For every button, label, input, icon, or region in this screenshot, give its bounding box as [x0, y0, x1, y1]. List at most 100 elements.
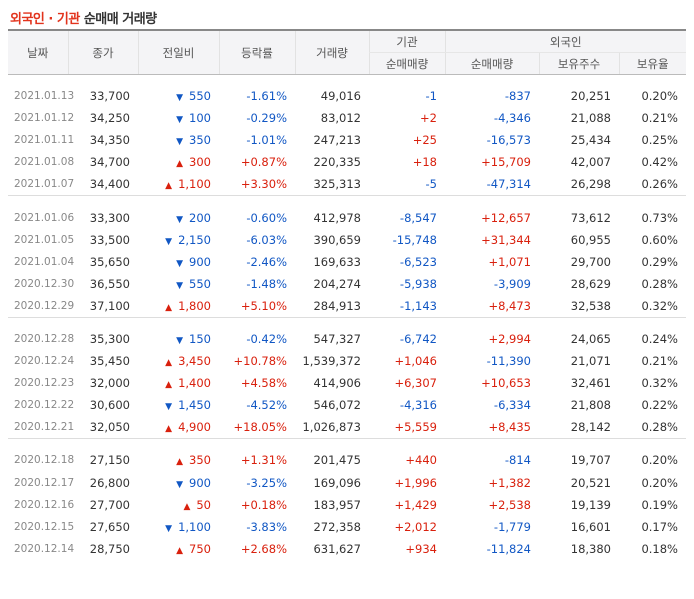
- group-separator: [8, 195, 686, 197]
- cell-rate: +2.68%: [240, 541, 287, 556]
- cell-holding-rate: 0.20%: [641, 453, 678, 468]
- cell-rate: -1.48%: [246, 276, 287, 291]
- change-value: 200: [189, 210, 211, 225]
- cell-foreign-net: -47,314: [486, 177, 531, 192]
- cell-foreign-net: -837: [504, 89, 531, 104]
- triangle-up-icon: ▲: [176, 159, 184, 170]
- triangle-down-icon: ▼: [165, 402, 173, 413]
- cell-foreign-net: +10,653: [481, 376, 531, 391]
- title-volume: 순매매 거래량: [83, 12, 157, 27]
- header-rate: 등락률: [218, 29, 295, 75]
- change-value: 150: [189, 331, 211, 346]
- triangle-up-icon: ▲: [165, 181, 173, 192]
- cell-holdings: 25,434: [570, 133, 611, 148]
- cell-close: 33,300: [89, 210, 130, 225]
- header-volume: 거래량: [294, 29, 369, 75]
- cell-holding-rate: 0.24%: [641, 331, 678, 346]
- table-row: 2021.01.11 34,350 ▼ 350 -1.01% 247,213 +25 -16,…: [8, 129, 686, 151]
- cell-holding-rate: 0.22%: [641, 398, 678, 413]
- table-row: 2020.12.29 37,100 ▲ 1,800 +5.10% 284,913 -1,14…: [8, 295, 686, 318]
- cell-close: 36,550: [89, 276, 130, 291]
- cell-volume: 83,012: [320, 111, 361, 126]
- cell-foreign-net: +1,382: [488, 475, 531, 490]
- cell-date: 2020.12.17: [14, 476, 75, 489]
- cell-rate: +4.58%: [240, 376, 287, 391]
- cell-rate: -1.01%: [246, 133, 287, 148]
- cell-close: 34,250: [89, 111, 130, 126]
- cell-rate: +5.10%: [240, 298, 287, 313]
- separator-cell: [8, 195, 686, 197]
- cell-foreign-net: -16,573: [486, 133, 531, 148]
- cell-date: 2020.12.24: [14, 355, 75, 368]
- gap-cell: [8, 439, 686, 449]
- cell-close: 34,350: [89, 133, 130, 148]
- cell-change: ▼ 550: [138, 273, 219, 295]
- cell-volume: 631,627: [313, 541, 361, 556]
- cell-inst-net: -6,523: [399, 254, 437, 269]
- cell-date: 2021.01.13: [14, 90, 75, 103]
- cell-foreign-net: -814: [504, 453, 531, 468]
- cell-holdings: 19,707: [570, 453, 611, 468]
- triangle-up-icon: ▲: [165, 302, 173, 313]
- cell-close: 34,700: [89, 155, 130, 170]
- triangle-down-icon: ▼: [176, 93, 184, 104]
- cell-foreign-net: +31,344: [481, 232, 531, 247]
- cell-volume: 1,539,372: [302, 354, 361, 369]
- triangle-up-icon: ▲: [165, 424, 173, 435]
- change-value: 350: [189, 133, 211, 148]
- cell-rate: -0.60%: [246, 210, 287, 225]
- table-header: 날짜 종가 전일비 등락률 거래량 기관 외국인 순매매량 순매매량 보유주수 …: [8, 29, 686, 75]
- cell-change: ▲ 50: [138, 494, 219, 516]
- cell-holding-rate: 0.60%: [641, 232, 678, 247]
- triangle-down-icon: ▼: [176, 280, 184, 291]
- cell-holdings: 29,700: [570, 254, 611, 269]
- cell-close: 35,300: [89, 331, 130, 346]
- header-holding-rate: 보유율: [618, 52, 686, 75]
- cell-date: 2021.01.08: [14, 156, 75, 169]
- gap-cell: [8, 318, 686, 328]
- table-row: 2020.12.17 26,800 ▼ 900 -3.25% 169,096 +1,996 +…: [8, 472, 686, 494]
- cell-foreign-net: +2,994: [488, 331, 531, 346]
- cell-inst-net: +1,996: [394, 475, 437, 490]
- cell-change: ▲ 300: [138, 151, 219, 173]
- cell-close: 35,450: [89, 354, 130, 369]
- cell-change: ▲ 350: [138, 449, 219, 471]
- cell-holding-rate: 0.29%: [641, 254, 678, 269]
- cell-foreign-net: +2,538: [488, 497, 531, 512]
- cell-holdings: 20,521: [570, 475, 611, 490]
- table-row: 2020.12.22 30,600 ▼ 1,450 -4.52% 546,072 -4,31…: [8, 394, 686, 416]
- cell-date: 2020.12.14: [14, 542, 75, 555]
- cell-volume: 284,913: [313, 298, 361, 313]
- cell-inst-net: +6,307: [394, 376, 437, 391]
- cell-change: ▼ 1,450: [138, 394, 219, 416]
- gap-cell: [8, 75, 686, 86]
- cell-change: ▼ 350: [138, 129, 219, 151]
- cell-volume: 204,274: [313, 276, 361, 291]
- cell-date: 2021.01.11: [14, 134, 75, 147]
- cell-holdings: 32,538: [570, 298, 611, 313]
- table-row: 2020.12.15 27,650 ▼ 1,100 -3.83% 272,358 +2,01…: [8, 516, 686, 538]
- header-foreign: 외국인: [444, 29, 686, 53]
- cell-inst-net: -1,143: [399, 298, 437, 313]
- header-institution: 기관: [368, 29, 445, 53]
- group-gap: [8, 75, 686, 86]
- cell-close: 32,000: [89, 376, 130, 391]
- cell-foreign-net: +12,657: [481, 210, 531, 225]
- change-value: 2,150: [178, 232, 211, 247]
- change-value: 4,900: [178, 420, 211, 435]
- cell-holdings: 32,461: [570, 376, 611, 391]
- cell-volume: 220,335: [313, 155, 361, 170]
- header-holdings: 보유주수: [538, 52, 619, 75]
- change-value: 1,800: [178, 298, 211, 313]
- cell-inst-net: -5,938: [399, 276, 437, 291]
- cell-rate: +0.87%: [240, 155, 287, 170]
- cell-change: ▼ 200: [138, 206, 219, 228]
- change-value: 1,100: [178, 177, 211, 192]
- cell-close: 30,600: [89, 398, 130, 413]
- cell-close: 34,400: [89, 177, 130, 192]
- cell-rate: -2.46%: [246, 254, 287, 269]
- cell-inst-net: +1,429: [394, 497, 437, 512]
- cell-close: 27,700: [89, 497, 130, 512]
- cell-close: 27,650: [89, 519, 130, 534]
- cell-rate: +1.31%: [240, 453, 287, 468]
